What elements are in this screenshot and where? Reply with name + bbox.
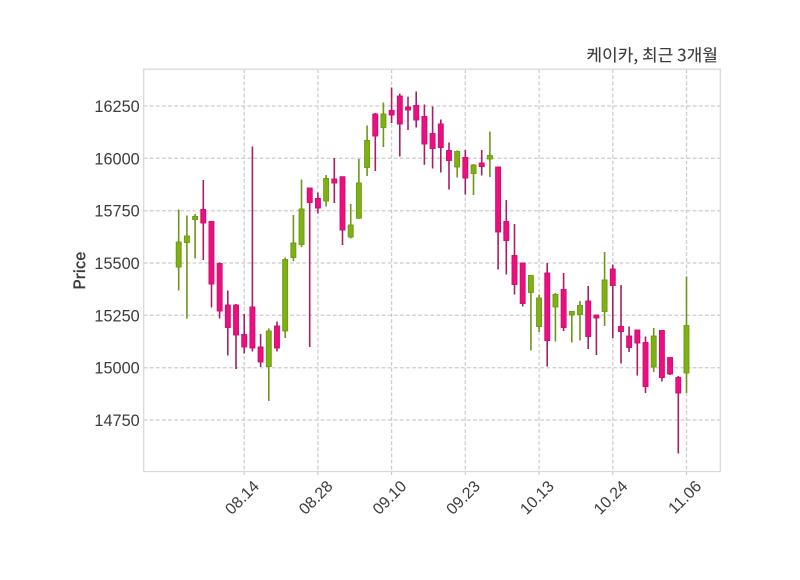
- svg-text:15250: 15250: [94, 307, 139, 325]
- svg-text:15750: 15750: [94, 203, 139, 221]
- svg-text:16000: 16000: [94, 150, 139, 168]
- svg-text:15500: 15500: [94, 255, 139, 273]
- svg-text:16250: 16250: [94, 98, 139, 116]
- svg-text:14750: 14750: [94, 412, 139, 430]
- svg-text:15000: 15000: [94, 360, 139, 378]
